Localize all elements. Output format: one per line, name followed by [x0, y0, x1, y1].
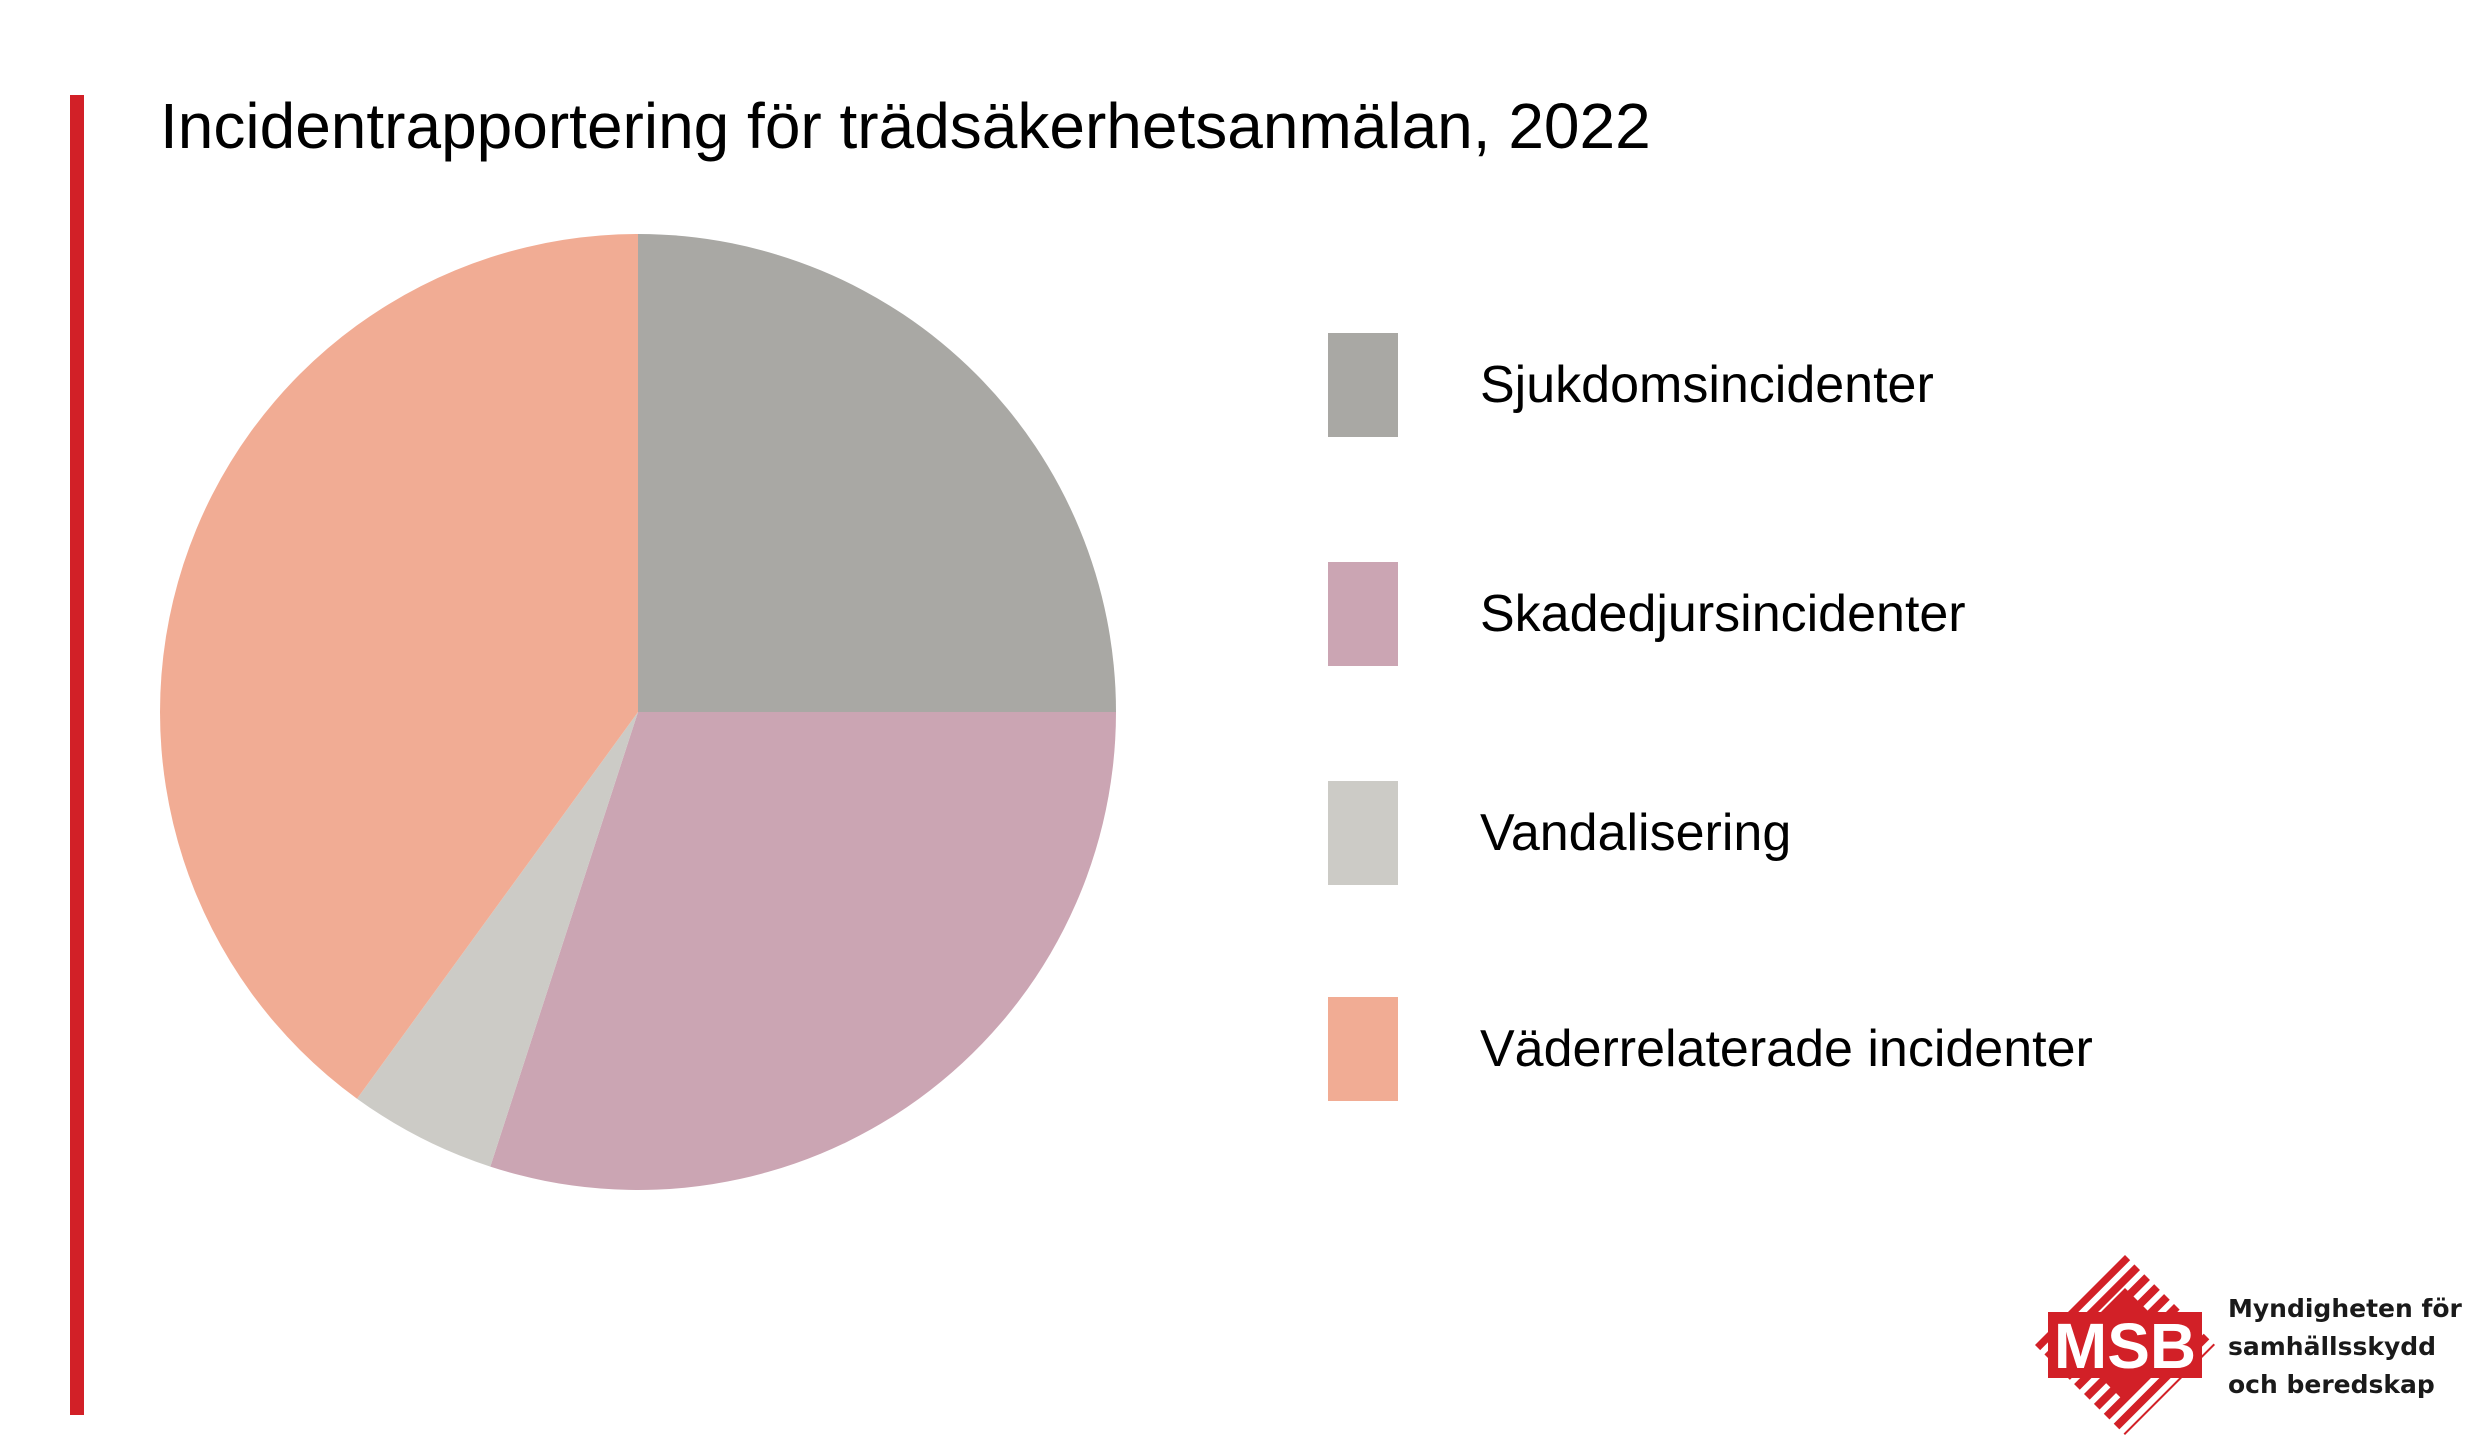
logo-line: samhällsskydd — [2228, 1332, 2437, 1361]
pie-slice-1 — [638, 234, 1116, 712]
legend-item: Sjukdomsincidenter — [1328, 333, 1934, 437]
legend-item: Skadedjursincidenter — [1328, 562, 1966, 666]
pie-slice-4 — [160, 234, 638, 1099]
accent-bar — [70, 95, 84, 1415]
legend-label: Skadedjursincidenter — [1480, 585, 1966, 643]
legend-item: Vandalisering — [1328, 781, 1791, 885]
pie-slice-2 — [490, 712, 1116, 1190]
msb-logo-wordmark: Myndigheten för samhällsskydd och bereds… — [2228, 1290, 2462, 1404]
legend-swatch — [1328, 997, 1398, 1101]
logo-line: och beredskap — [2228, 1370, 2435, 1399]
legend-label: Väderrelaterade incidenter — [1480, 1020, 2093, 1078]
legend-swatch — [1328, 333, 1398, 437]
pie-chart — [160, 234, 1116, 1190]
chart-title: Incidentrapportering för trädsäkerhetsan… — [160, 90, 1651, 162]
pie-slice-3 — [357, 712, 638, 1167]
msb-logo: MSB Myndigheten för samhällsskydd och be… — [2030, 1250, 2462, 1440]
msb-logo-text: MSB — [2054, 1310, 2196, 1382]
legend-swatch — [1328, 781, 1398, 885]
legend-item: Väderrelaterade incidenter — [1328, 997, 2093, 1101]
legend-label: Vandalisering — [1480, 804, 1792, 862]
chart-legend: Sjukdomsincidenter Skadedjursincidenter Va… — [1328, 0, 2328, 1449]
legend-label: Sjukdomsincidenter — [1480, 356, 1934, 414]
logo-line: Myndigheten för — [2228, 1294, 2462, 1323]
legend-swatch — [1328, 562, 1398, 666]
msb-logo-mark: MSB — [2035, 1255, 2215, 1435]
